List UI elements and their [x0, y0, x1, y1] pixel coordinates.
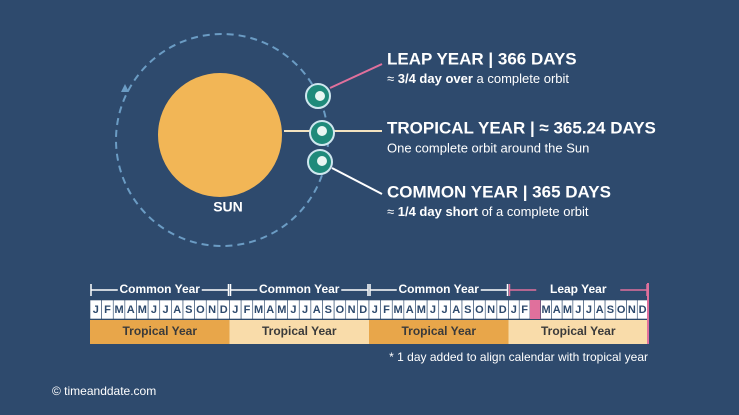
month-label: J	[163, 304, 169, 316]
month-label: A	[596, 304, 604, 316]
month-label: M	[138, 304, 147, 316]
callout-text: ≈ 3/4 day over a complete orbit	[387, 71, 569, 86]
earth-ice	[317, 156, 327, 166]
sun	[158, 73, 282, 197]
month-label: A	[127, 304, 135, 316]
tropical-label: Tropical Year	[262, 324, 337, 338]
month-label: D	[220, 304, 228, 316]
month-label: M	[254, 304, 263, 316]
year-label: Common Year	[259, 282, 340, 296]
month-label: D	[359, 304, 367, 316]
month-label: M	[563, 304, 572, 316]
month-label: M	[277, 304, 286, 316]
text-bold: 3/4 day over	[398, 71, 473, 86]
callout-title: LEAP YEAR | 366 DAYS	[387, 49, 577, 68]
month-label: J	[586, 304, 592, 316]
month-label: A	[173, 304, 181, 316]
footer: © timeanddate.com	[52, 384, 156, 398]
month-label: N	[628, 304, 636, 316]
year-label: Common Year	[120, 282, 201, 296]
month-label: J	[302, 304, 308, 316]
month-label: D	[499, 304, 507, 316]
tropical-label: Tropical Year	[541, 324, 616, 338]
month-label: O	[475, 304, 484, 316]
month-label: S	[607, 304, 614, 316]
month-label: N	[348, 304, 356, 316]
month-label: M	[393, 304, 402, 316]
month-label: S	[325, 304, 332, 316]
month-label: D	[639, 304, 647, 316]
month-label: M	[541, 304, 550, 316]
month-label: A	[266, 304, 274, 316]
month-label: S	[464, 304, 471, 316]
sun-label: SUN	[213, 199, 243, 215]
year-label: Leap Year	[550, 282, 607, 296]
month-label: F	[104, 304, 111, 316]
month-label: J	[511, 304, 517, 316]
tropical-bar	[369, 320, 509, 344]
month-label: M	[114, 304, 123, 316]
month-label: J	[93, 304, 99, 316]
month-label: A	[452, 304, 460, 316]
month-label: A	[553, 304, 561, 316]
month-label: N	[487, 304, 495, 316]
label-bg	[117, 283, 202, 297]
earth-ice	[317, 126, 327, 136]
month-label: O	[617, 304, 626, 316]
month-label: J	[372, 304, 378, 316]
month-label: J	[232, 304, 238, 316]
text: ≈	[387, 204, 398, 219]
month-label: J	[575, 304, 581, 316]
callout-text: ≈ 1/4 day short of a complete orbit	[387, 204, 589, 219]
month-label: N	[208, 304, 216, 316]
month-label: J	[151, 304, 157, 316]
text: of a complete orbit	[478, 204, 589, 219]
earth-ice	[315, 91, 325, 101]
month-label: O	[196, 304, 205, 316]
label-bg	[257, 283, 342, 297]
common-line	[331, 167, 383, 195]
month-label: J	[442, 304, 448, 316]
callout-title: COMMON YEAR | 365 DAYS	[387, 182, 611, 201]
month-label: J	[290, 304, 296, 316]
tropical-bar	[90, 320, 230, 344]
tropical-bar	[229, 320, 369, 344]
month-label: A	[313, 304, 321, 316]
month-label: J	[430, 304, 436, 316]
tropical-bar	[508, 320, 648, 344]
earths	[305, 83, 335, 175]
label-bg	[396, 283, 481, 297]
note: * 1 day added to align calendar with tro…	[389, 350, 648, 364]
text: ≈	[387, 71, 398, 86]
tropical-label: Tropical Year	[402, 324, 477, 338]
month-label: F	[244, 304, 251, 316]
callouts: LEAP YEAR | 366 DAYS ≈ 3/4 day over a co…	[387, 49, 656, 219]
month-label: S	[185, 304, 192, 316]
callout-text: One complete orbit around the Sun	[387, 140, 589, 155]
month-label: M	[417, 304, 426, 316]
callout-title: TROPICAL YEAR | ≈ 365.24 DAYS	[387, 118, 656, 137]
tropical-label: Tropical Year	[123, 324, 198, 338]
label-bg	[536, 283, 621, 297]
text-bold: 1/4 day short	[398, 204, 479, 219]
leap-line	[329, 63, 383, 89]
month-label: A	[406, 304, 414, 316]
orbit-arrow	[121, 84, 129, 92]
month-label: O	[336, 304, 345, 316]
leap-day	[529, 300, 541, 319]
text: a complete orbit	[473, 71, 569, 86]
month-label: F	[521, 304, 528, 316]
month-label: F	[383, 304, 390, 316]
year-label: Common Year	[399, 282, 480, 296]
